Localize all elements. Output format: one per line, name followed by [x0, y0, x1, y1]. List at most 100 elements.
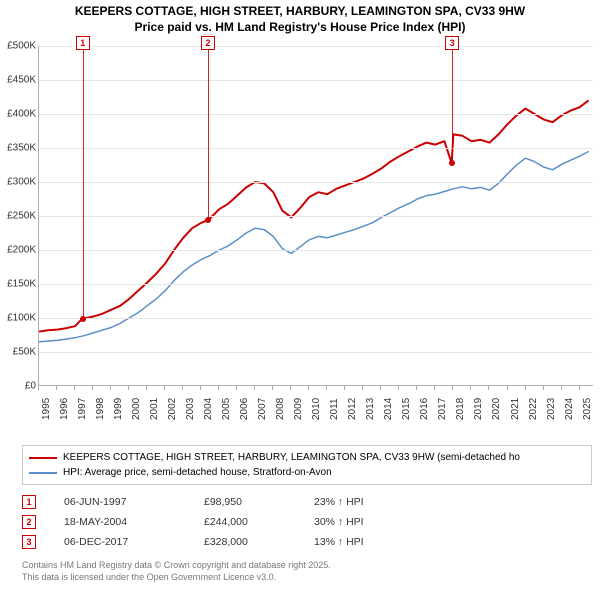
- x-axis-label: 2000: [131, 398, 142, 420]
- marker-connector: [83, 50, 84, 319]
- y-axis-label: £500K: [0, 41, 36, 52]
- x-axis-label: 1999: [113, 398, 124, 420]
- legend-label-red: KEEPERS COTTAGE, HIGH STREET, HARBURY, L…: [63, 450, 520, 465]
- y-axis-label: £350K: [0, 143, 36, 154]
- chart-title: KEEPERS COTTAGE, HIGH STREET, HARBURY, L…: [0, 0, 600, 37]
- x-tick: [110, 386, 111, 390]
- x-axis-label: 2013: [365, 398, 376, 420]
- y-axis-label: £400K: [0, 109, 36, 120]
- y-axis-label: £150K: [0, 279, 36, 290]
- legend-swatch-red: [29, 457, 57, 459]
- x-tick: [146, 386, 147, 390]
- x-axis-label: 2005: [221, 398, 232, 420]
- x-tick: [92, 386, 93, 390]
- x-tick: [507, 386, 508, 390]
- title-line1: KEEPERS COTTAGE, HIGH STREET, HARBURY, L…: [10, 4, 590, 20]
- x-axis-label: 1998: [95, 398, 106, 420]
- legend-swatch-blue: [29, 472, 57, 474]
- x-axis-label: 2001: [149, 398, 160, 420]
- x-axis-label: 2021: [510, 398, 521, 420]
- x-tick: [290, 386, 291, 390]
- x-tick: [380, 386, 381, 390]
- x-tick: [272, 386, 273, 390]
- marker-dot: [80, 316, 86, 322]
- legend-label-blue: HPI: Average price, semi-detached house,…: [63, 465, 332, 480]
- x-tick: [344, 386, 345, 390]
- hgrid: [39, 250, 593, 251]
- x-axis-label: 2019: [473, 398, 484, 420]
- y-axis-label: £450K: [0, 75, 36, 86]
- x-tick: [488, 386, 489, 390]
- x-axis-label: 1995: [41, 398, 52, 420]
- hgrid: [39, 46, 593, 47]
- title-line2: Price paid vs. HM Land Registry's House …: [10, 20, 590, 36]
- marker-row-date: 06-DEC-2017: [64, 536, 204, 548]
- marker-row-price: £98,950: [204, 496, 314, 508]
- y-axis-label: £250K: [0, 211, 36, 222]
- hgrid: [39, 148, 593, 149]
- x-axis-label: 1997: [77, 398, 88, 420]
- x-tick: [56, 386, 57, 390]
- marker-row: 106-JUN-1997£98,95023% ↑ HPI: [22, 492, 424, 512]
- x-axis-label: 2009: [293, 398, 304, 420]
- legend-row-blue: HPI: Average price, semi-detached house,…: [29, 465, 585, 480]
- x-axis-label: 2002: [167, 398, 178, 420]
- marker-box-3: 3: [445, 36, 459, 50]
- marker-row: 3 06-DEC-2017£328,00013% ↑ HPI: [22, 532, 424, 552]
- chart-container: £0£50K£100K£150K£200K£250K£300K£350K£400…: [0, 40, 600, 440]
- footer-attribution: Contains HM Land Registry data © Crown c…: [22, 560, 331, 583]
- legend-row-red: KEEPERS COTTAGE, HIGH STREET, HARBURY, L…: [29, 450, 585, 465]
- x-tick: [74, 386, 75, 390]
- x-tick: [579, 386, 580, 390]
- y-axis-label: £100K: [0, 313, 36, 324]
- x-axis-label: 2016: [419, 398, 430, 420]
- legend: KEEPERS COTTAGE, HIGH STREET, HARBURY, L…: [22, 445, 592, 485]
- hgrid: [39, 80, 593, 81]
- y-axis-label: £0: [0, 381, 36, 392]
- x-axis-label: 2003: [185, 398, 196, 420]
- x-tick: [308, 386, 309, 390]
- hgrid: [39, 352, 593, 353]
- x-tick: [362, 386, 363, 390]
- x-axis-label: 2024: [564, 398, 575, 420]
- marker-box-1: 1: [76, 36, 90, 50]
- x-tick: [182, 386, 183, 390]
- x-axis-label: 1996: [59, 398, 70, 420]
- marker-row-box: 1: [22, 495, 36, 509]
- x-axis-label: 2022: [528, 398, 539, 420]
- y-axis-label: £200K: [0, 245, 36, 256]
- x-tick: [164, 386, 165, 390]
- x-tick: [452, 386, 453, 390]
- marker-row-price: £328,000: [204, 536, 314, 548]
- x-tick: [254, 386, 255, 390]
- marker-connector: [208, 50, 209, 220]
- plot-area: 123: [38, 46, 593, 386]
- x-tick: [128, 386, 129, 390]
- x-tick: [561, 386, 562, 390]
- x-tick: [416, 386, 417, 390]
- x-tick: [236, 386, 237, 390]
- x-tick: [218, 386, 219, 390]
- x-axis-label: 2023: [546, 398, 557, 420]
- marker-row-box: 2: [22, 515, 36, 529]
- marker-row-date: 18-MAY-2004: [64, 516, 204, 528]
- x-axis-label: 2025: [582, 398, 593, 420]
- marker-row-hpi: 13% ↑ HPI: [314, 536, 424, 548]
- marker-row-hpi: 30% ↑ HPI: [314, 516, 424, 528]
- x-axis-label: 2008: [275, 398, 286, 420]
- x-tick: [434, 386, 435, 390]
- x-axis-label: 2012: [347, 398, 358, 420]
- hgrid: [39, 284, 593, 285]
- x-tick: [543, 386, 544, 390]
- marker-row-box: 3: [22, 535, 36, 549]
- marker-connector: [452, 50, 453, 163]
- x-axis-label: 2017: [437, 398, 448, 420]
- markers-table: 106-JUN-1997£98,95023% ↑ HPI 2 18-MAY-2004…: [22, 492, 424, 552]
- footer-line2: This data is licensed under the Open Gov…: [22, 572, 331, 584]
- footer-line1: Contains HM Land Registry data © Crown c…: [22, 560, 331, 572]
- x-axis-label: 2015: [401, 398, 412, 420]
- hgrid: [39, 114, 593, 115]
- marker-dot: [449, 160, 455, 166]
- y-axis-label: £300K: [0, 177, 36, 188]
- x-axis-label: 2006: [239, 398, 250, 420]
